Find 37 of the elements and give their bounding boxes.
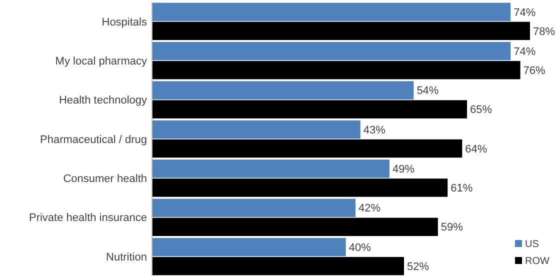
bar [152, 42, 511, 60]
bar [152, 238, 346, 256]
data-label: 40% [348, 242, 372, 254]
data-label: 78% [533, 26, 556, 38]
bar [152, 198, 356, 218]
data-label: 74% [514, 6, 536, 19]
y-tick-label: Health technology [58, 94, 148, 107]
data-label: 74% [514, 46, 536, 58]
legend-label: ROW [525, 256, 550, 267]
bar [152, 256, 404, 276]
data-label: 61% [450, 182, 473, 195]
data-label: 49% [392, 164, 415, 176]
data-label: 65% [470, 104, 492, 116]
data-label: 59% [440, 222, 464, 234]
bar [152, 2, 511, 22]
bar [152, 160, 390, 178]
bar [152, 81, 414, 100]
y-tick-label: My local pharmacy [55, 55, 148, 68]
data-label: 42% [358, 202, 381, 215]
data-label: 43% [363, 124, 386, 136]
data-label: 52% [407, 260, 430, 273]
y-tick-label: Nutrition [106, 251, 147, 264]
bar [152, 22, 530, 40]
data-label: 76% [523, 64, 546, 77]
data-label: 54% [416, 85, 439, 98]
y-tick-label: Pharmaceutical / drug [40, 134, 147, 146]
y-tick-label: Hospitals [102, 16, 148, 28]
bar [152, 120, 360, 139]
data-label: 64% [465, 143, 488, 156]
bar [152, 218, 438, 236]
bar [152, 100, 467, 118]
bar [152, 178, 448, 197]
legend-label: US [525, 239, 540, 250]
bar [152, 139, 462, 158]
y-tick-label: Private health insurance [28, 212, 147, 224]
y-tick-label: Consumer health [63, 173, 147, 186]
bar [152, 60, 520, 80]
